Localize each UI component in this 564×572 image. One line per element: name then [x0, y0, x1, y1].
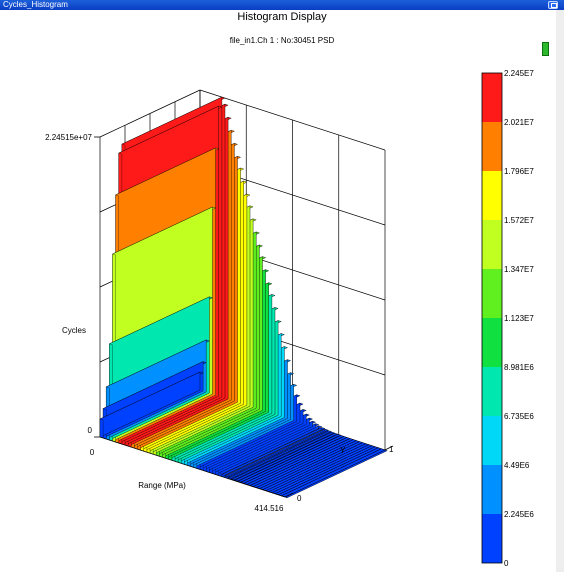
x-axis-line: [99, 436, 286, 498]
y-axis-label: Y: [340, 446, 346, 455]
bars-layer: [99, 96, 388, 498]
y-tick-mark: [384, 445, 394, 451]
grid-line: [199, 89, 386, 151]
colorbar-label: 1.347E7: [504, 265, 534, 274]
colorbar-segment: [482, 171, 502, 220]
y-tick-label: 1: [389, 445, 394, 454]
colorbar-segment: [482, 73, 502, 122]
window-title: Cycles_Histogram: [3, 0, 68, 9]
x-tick-label: 414.516: [255, 504, 284, 513]
colorbar-frame: [481, 72, 503, 564]
colorbar-label: 2.245E7: [504, 69, 534, 78]
colorbar-label: 1.796E7: [504, 167, 534, 176]
chart-title: Histogram Display: [237, 11, 327, 23]
colorbar-label: 2.245E6: [504, 510, 534, 519]
colorbar-label: 1.572E7: [504, 216, 534, 225]
grid-line: [99, 89, 201, 138]
colorbar-segment: [482, 465, 502, 514]
vertical-scrollbar[interactable]: [556, 10, 564, 572]
x-tick-label: 0: [90, 448, 95, 457]
colorbar-label: 8.981E6: [504, 363, 534, 372]
colorbar-segment: [482, 318, 502, 367]
colorbar-label: 4.49E6: [504, 461, 530, 470]
y-tick-label: 0: [297, 494, 302, 503]
colorbar-segment: [482, 122, 502, 171]
histogram-bar-side: [284, 496, 288, 498]
colorbar-label: 0: [504, 559, 509, 568]
chart-subtitle: file_in1.Ch 1 : No:30451 PSD: [229, 36, 335, 45]
colorbar-segment: [482, 367, 502, 416]
window-titlebar: Cycles_Histogram: [0, 0, 564, 10]
status-indicator-icon: [542, 42, 549, 56]
z-tick-label: 0: [88, 426, 93, 435]
axes-layer: 2.24515e+07 0 Cycles 0 414.516 Range (MPa) 0 1 Y: [45, 133, 394, 513]
colorbar-label: 2.021E7: [504, 118, 534, 127]
z-tick-label: 2.24515e+07: [45, 133, 92, 142]
colorbar-segment: [482, 416, 502, 465]
x-axis-label: Range (MPa): [138, 481, 186, 490]
colorbar-segment: [482, 220, 502, 269]
z-axis-label: Cycles: [62, 326, 86, 335]
restore-window-button[interactable]: [548, 1, 558, 9]
colorbar-segment: [482, 514, 502, 563]
colorbar-label: 6.735E6: [504, 412, 534, 421]
y-tick-mark: [284, 492, 294, 498]
colorbar-segment: [482, 269, 502, 318]
histogram-bar-side: [99, 418, 104, 439]
colorbar-label: 1.123E7: [504, 314, 534, 323]
colorbar-layer: 2.245E7 2.021E7 1.796E7 1.572E7 1.347E7 1.123…: [481, 69, 534, 568]
